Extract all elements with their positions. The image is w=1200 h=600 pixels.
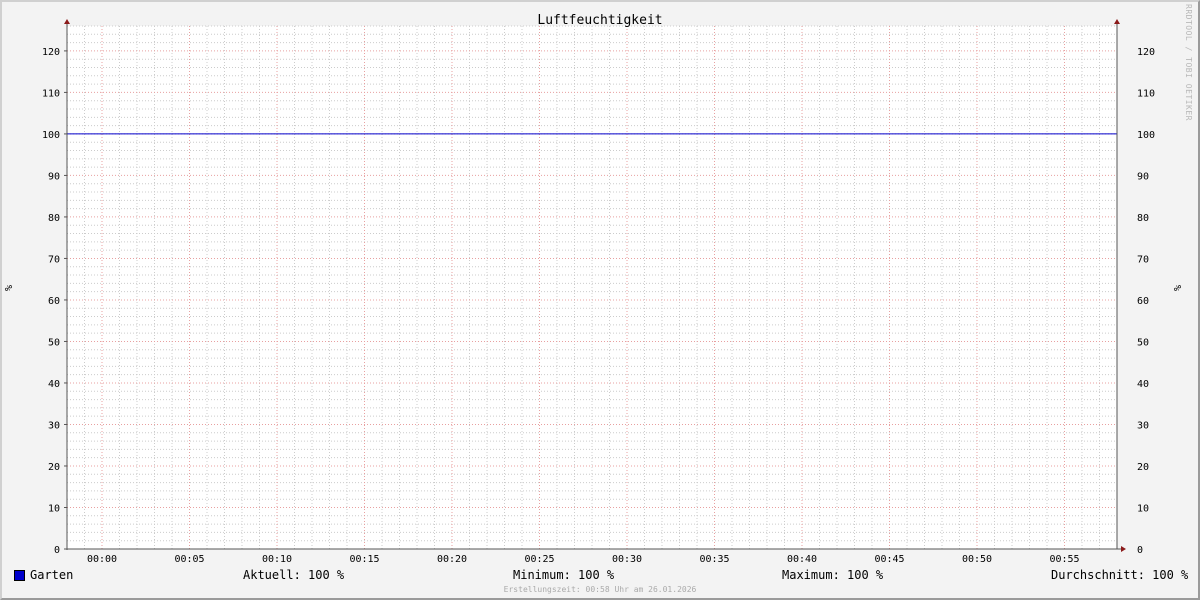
y-tick-label-left: 80 xyxy=(48,213,60,224)
legend-maximum: Maximum: 100 % xyxy=(782,568,884,582)
y-tick-label-left: 110 xyxy=(42,88,60,99)
legend-series-label: Garten xyxy=(30,568,74,582)
y-tick-label-left: 40 xyxy=(48,379,60,390)
legend-aktuell: Aktuell: 100 % xyxy=(243,568,345,582)
y-tick-label-left: 0 xyxy=(54,545,60,556)
y-tick-label-right: 40 xyxy=(1137,379,1149,390)
y-tick-label-right: 80 xyxy=(1137,213,1149,224)
y-tick-label-right: 0 xyxy=(1137,545,1143,556)
footer-timestamp: Erstellungszeit: 00:58 Uhr am 26.01.2026 xyxy=(503,585,697,594)
y-tick-label-right: 60 xyxy=(1137,296,1149,307)
x-tick-label: 00:30 xyxy=(612,554,642,565)
y-tick-label-left: 10 xyxy=(48,503,60,514)
y-tick-label-right: 50 xyxy=(1137,337,1149,348)
y-tick-label-right: 20 xyxy=(1137,462,1149,473)
x-tick-label: 00:40 xyxy=(787,554,817,565)
y-tick-label-right: 90 xyxy=(1137,171,1149,182)
y-tick-label-right: 100 xyxy=(1137,130,1155,141)
y-tick-label-left: 90 xyxy=(48,171,60,182)
y-axis-arrow-right xyxy=(1114,19,1120,24)
y-axis-arrow-left xyxy=(64,19,70,24)
y-axis-label-right: % xyxy=(1173,285,1184,291)
x-tick-label: 00:00 xyxy=(87,554,117,565)
x-tick-label: 00:25 xyxy=(524,554,554,565)
x-axis-arrow xyxy=(1121,546,1126,552)
x-tick-label: 00:05 xyxy=(174,554,204,565)
y-tick-label-right: 10 xyxy=(1137,503,1149,514)
x-tick-label: 00:50 xyxy=(962,554,992,565)
y-tick-label-left: 60 xyxy=(48,296,60,307)
y-tick-label-right: 110 xyxy=(1137,88,1155,99)
y-tick-label-left: 70 xyxy=(48,254,60,265)
chart-title: Luftfeuchtigkeit xyxy=(537,13,662,28)
y-tick-label-right: 120 xyxy=(1137,47,1155,58)
y-tick-label-right: 70 xyxy=(1137,254,1149,265)
y-tick-label-right: 30 xyxy=(1137,420,1149,431)
legend-swatch-garten xyxy=(14,570,25,581)
watermark: RRDTOOL / TOBI OETIKER xyxy=(1184,4,1193,121)
y-tick-label-left: 100 xyxy=(42,130,60,141)
y-axis-label-left: % xyxy=(4,285,15,291)
y-tick-label-left: 50 xyxy=(48,337,60,348)
legend-durchschnitt: Durchschnitt: 100 % xyxy=(1051,568,1189,582)
x-tick-label: 00:15 xyxy=(349,554,379,565)
y-tick-label-left: 20 xyxy=(48,462,60,473)
y-tick-label-left: 30 xyxy=(48,420,60,431)
x-tick-label: 00:55 xyxy=(1049,554,1079,565)
x-tick-label: 00:35 xyxy=(699,554,729,565)
x-tick-label: 00:20 xyxy=(437,554,467,565)
x-tick-label: 00:45 xyxy=(874,554,904,565)
y-tick-label-left: 120 xyxy=(42,47,60,58)
legend-minimum: Minimum: 100 % xyxy=(513,568,615,582)
x-tick-label: 00:10 xyxy=(262,554,292,565)
